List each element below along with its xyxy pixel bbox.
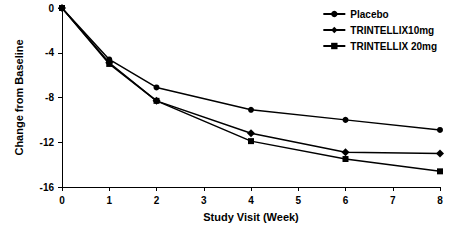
svg-text:7: 7 <box>390 195 396 206</box>
svg-text:Change from Baseline: Change from Baseline <box>13 39 25 155</box>
svg-text:3: 3 <box>201 195 207 206</box>
svg-text:8: 8 <box>437 195 443 206</box>
svg-text:2: 2 <box>154 195 160 206</box>
svg-text:TRINTELLIX 20mg: TRINTELLIX 20mg <box>350 41 437 52</box>
svg-text:TRINTELLIX10mg: TRINTELLIX10mg <box>350 25 434 36</box>
svg-text:-8: -8 <box>45 92 54 103</box>
svg-text:-16: -16 <box>40 182 55 193</box>
svg-text:6: 6 <box>343 195 349 206</box>
svg-text:0: 0 <box>59 195 65 206</box>
svg-text:-12: -12 <box>40 137 55 148</box>
svg-text:Placebo: Placebo <box>350 9 388 20</box>
svg-text:5: 5 <box>295 195 301 206</box>
svg-text:-4: -4 <box>45 47 54 58</box>
svg-text:0: 0 <box>48 3 54 14</box>
svg-text:4: 4 <box>248 195 254 206</box>
svg-text:Study Visit (Week): Study Visit (Week) <box>203 211 299 223</box>
svg-text:1: 1 <box>106 195 112 206</box>
